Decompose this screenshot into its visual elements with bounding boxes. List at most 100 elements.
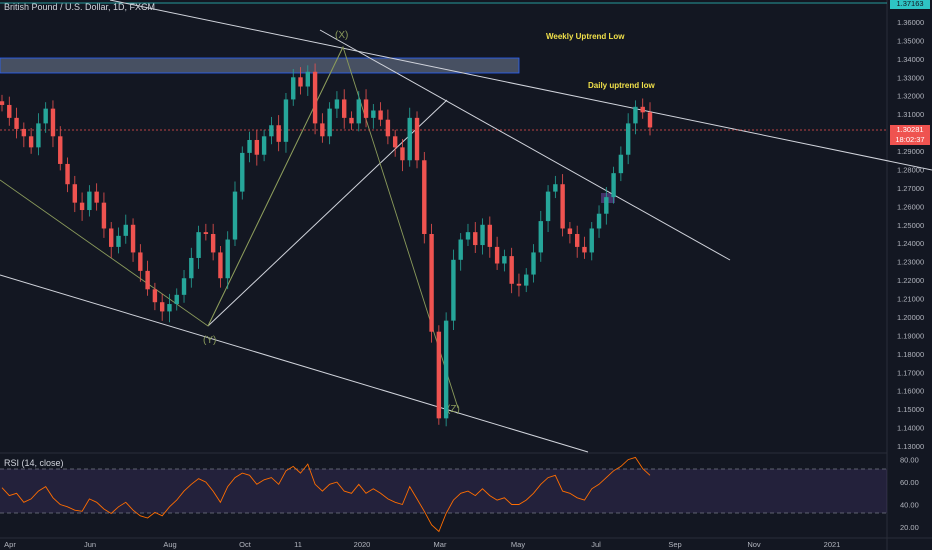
- candle-body: [349, 117, 354, 124]
- price-tick-label: 1.35000: [897, 36, 924, 45]
- price-tick-label: 1.32000: [897, 92, 924, 101]
- time-axis[interactable]: Apr Jun Aug Oct 11 2020 Mar May Jul Sep Nov 2021: [4, 540, 840, 549]
- candle-body: [109, 228, 114, 247]
- candles-layer: [0, 63, 653, 427]
- price-tick-label: 1.29000: [897, 147, 924, 156]
- candle-body: [196, 232, 201, 258]
- candle-body: [618, 154, 624, 174]
- channel-top-line[interactable]: [319, 29, 731, 261]
- price-tick-label: 1.20000: [897, 313, 924, 322]
- candle-body: [334, 99, 340, 109]
- price-tick-label: 1.31000: [897, 110, 924, 119]
- chart-title: British Pound / U.S. Dollar, 1D, FXCM: [4, 2, 156, 12]
- candle-body: [422, 160, 427, 234]
- time-tick-label: May: [511, 540, 525, 549]
- candle-body: [502, 256, 507, 264]
- candle-body: [400, 147, 405, 161]
- price-tick-label: 1.36000: [897, 18, 924, 27]
- candle-body: [276, 125, 281, 142]
- rsi-title: RSI (14, close): [4, 458, 64, 468]
- candle-body: [14, 117, 19, 129]
- weekly-trendline[interactable]: [109, 0, 932, 171]
- weekly-annotation[interactable]: Weekly Uptrend Low: [546, 32, 625, 41]
- rsi-axis[interactable]: 80.00 60.00 40.00 20.00: [900, 456, 919, 532]
- candle-body: [36, 123, 41, 148]
- time-tick-label: Sep: [668, 540, 681, 549]
- point-label-y: (Y): [203, 335, 216, 346]
- daily-annotation[interactable]: Daily uptrend low: [588, 81, 655, 90]
- time-tick-label: 2020: [354, 540, 371, 549]
- candle-body: [247, 139, 252, 153]
- candle-body: [291, 77, 296, 100]
- candle-body: [574, 234, 580, 247]
- candle-body: [87, 191, 92, 211]
- candle-body: [174, 294, 179, 305]
- top-price-tag: 1.37163: [890, 0, 930, 9]
- svg-text:(X): (X): [335, 30, 348, 41]
- candle-body: [123, 224, 128, 236]
- resistance-zone[interactable]: [0, 57, 520, 74]
- candle-body: [138, 252, 143, 271]
- candle-body: [305, 71, 310, 87]
- time-tick-label: Aug: [163, 540, 176, 549]
- candle-body: [647, 112, 653, 128]
- price-tick-label: 1.19000: [897, 331, 924, 340]
- candle-body: [487, 224, 493, 247]
- channel-bottom-line[interactable]: [0, 274, 589, 453]
- candle-body: [58, 136, 63, 164]
- price-tick-label: 1.34000: [897, 55, 924, 64]
- candle-body: [625, 123, 631, 155]
- price-axis[interactable]: 1.36000 1.35000 1.34000 1.33000 1.32000 1.310…: [897, 18, 924, 451]
- time-tick-label: Mar: [434, 540, 447, 549]
- price-tick-label: 1.22000: [897, 276, 924, 285]
- candle-body: [553, 184, 558, 192]
- candle-body: [567, 228, 573, 234]
- candle-body: [181, 278, 187, 295]
- main-pane-background: [0, 0, 887, 452]
- price-tick-label: 1.26000: [897, 202, 924, 211]
- candle-body: [589, 228, 594, 253]
- candle-body: [429, 234, 434, 332]
- candle-body: [7, 104, 12, 118]
- time-tick-label: Jun: [84, 540, 96, 549]
- xyz-pattern-line-2[interactable]: [207, 46, 344, 327]
- price-tick-label: 1.24000: [897, 239, 924, 248]
- candle-body: [283, 99, 289, 142]
- candle-body: [116, 235, 121, 247]
- candle-body: [392, 136, 398, 148]
- rsi-tick-label: 60.00: [900, 478, 919, 487]
- candle-body: [371, 110, 376, 118]
- candle-body: [407, 117, 412, 161]
- rsi-tick-label: 40.00: [900, 501, 919, 510]
- candle-body: [65, 163, 70, 185]
- candle-body: [72, 184, 78, 203]
- candle-body: [261, 136, 267, 155]
- candle-body: [545, 191, 551, 222]
- price-tick-label: 1.28000: [897, 165, 924, 174]
- svg-text:(Z): (Z): [447, 404, 460, 415]
- rsi-pane-background: [0, 454, 887, 538]
- price-tick-label: 1.23000: [897, 258, 924, 267]
- candle-body: [524, 274, 529, 286]
- candle-body: [516, 283, 522, 286]
- time-tick-label: Apr: [4, 540, 16, 549]
- candle-body: [269, 125, 274, 137]
- candle-body: [458, 239, 463, 260]
- candle-body: [611, 173, 616, 198]
- candle-body: [356, 99, 361, 124]
- candle-body: [560, 184, 565, 229]
- price-tick-label: 1.15000: [897, 405, 924, 414]
- candle-body: [480, 224, 485, 246]
- candle-body: [633, 106, 638, 124]
- price-tick-label: 1.21000: [897, 295, 924, 304]
- candle-body: [210, 234, 216, 253]
- price-tick-label: 1.16000: [897, 387, 924, 396]
- candle-body: [203, 232, 209, 234]
- rising-trendline[interactable]: [207, 99, 448, 327]
- rsi-series-line: [1, 456, 651, 533]
- candle-body: [189, 257, 194, 279]
- candle-body: [130, 224, 136, 253]
- time-tick-label: Jul: [591, 540, 601, 549]
- candle-body: [342, 99, 347, 118]
